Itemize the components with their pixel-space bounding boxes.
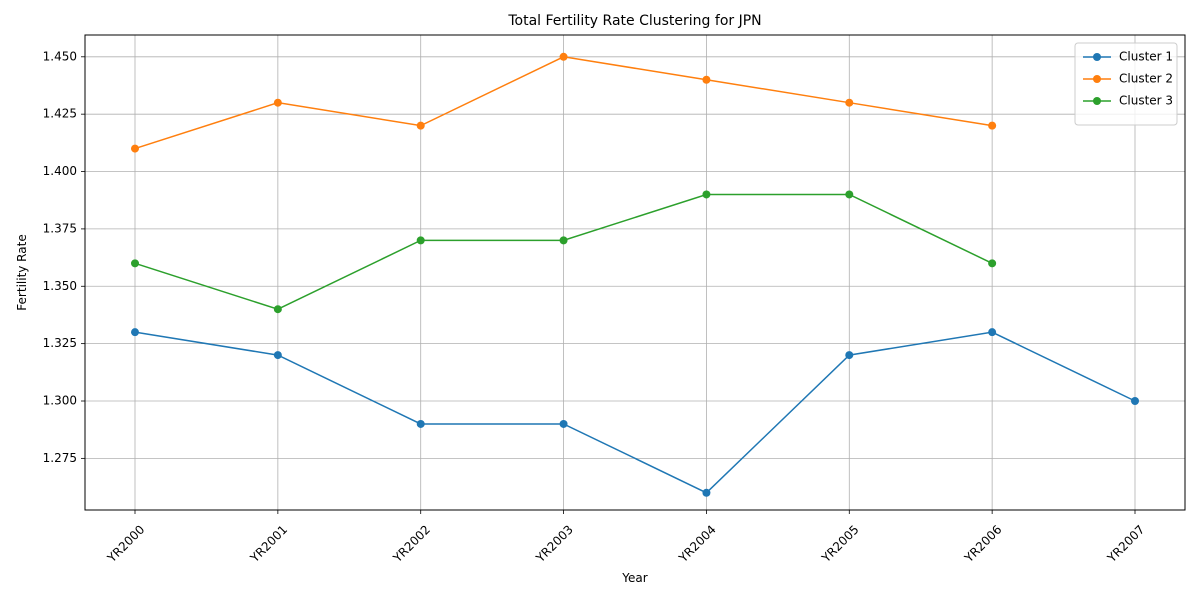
data-point — [988, 328, 997, 337]
legend-label: Cluster 1 — [1119, 50, 1173, 64]
series-line — [134, 331, 1136, 494]
legend: Cluster 1 Cluster 2 Cluster 3 — [1074, 42, 1178, 126]
data-point — [131, 328, 139, 337]
data-point — [988, 121, 997, 130]
data-point — [131, 259, 139, 268]
plot-frame — [84, 34, 1186, 511]
legend-marker — [1093, 53, 1101, 61]
series-layer — [131, 52, 1139, 497]
data-point — [845, 351, 854, 360]
data-point — [131, 144, 139, 153]
data-point — [416, 121, 425, 130]
legend-label: Cluster 3 — [1119, 94, 1173, 108]
data-point — [559, 236, 568, 245]
y-tick-label: 1.275 — [43, 451, 77, 465]
data-point — [988, 259, 997, 268]
legend-box — [1074, 42, 1178, 126]
y-axis-label: Fertility Rate — [15, 234, 29, 310]
legend-item: Cluster 1 — [1083, 50, 1173, 64]
legend-label: Cluster 2 — [1119, 72, 1173, 86]
data-point — [273, 351, 282, 360]
data-point — [702, 488, 711, 497]
data-point — [559, 52, 568, 61]
y-tick-label: 1.300 — [43, 394, 77, 408]
series-3 — [131, 190, 997, 314]
legend-item: Cluster 2 — [1083, 72, 1173, 86]
data-point — [845, 98, 854, 107]
series-2 — [131, 52, 997, 153]
legend-marker — [1093, 75, 1101, 83]
data-point — [559, 419, 568, 428]
y-tick-label: 1.375 — [43, 221, 77, 235]
chart-title: Total Fertility Rate Clustering for JPN — [507, 13, 761, 29]
data-point — [416, 236, 425, 245]
data-point — [702, 190, 711, 199]
y-tick-label: 1.400 — [43, 164, 77, 178]
y-tick-label: 1.325 — [43, 336, 77, 350]
data-point — [273, 305, 282, 314]
legend-item: Cluster 3 — [1083, 94, 1173, 108]
y-tick-label: 1.425 — [43, 107, 77, 121]
legend-marker — [1093, 97, 1101, 105]
series-1 — [131, 328, 1139, 497]
y-tick-label: 1.350 — [43, 279, 77, 293]
data-point — [845, 190, 854, 199]
data-point — [702, 75, 711, 84]
data-point — [273, 98, 282, 107]
data-point — [416, 419, 425, 428]
y-axis-ticks: 1.275 1.300 1.325 1.350 1.375 1.400 1.425 1.450 — [43, 49, 85, 465]
data-point — [1131, 397, 1139, 406]
x-axis-label: Year — [621, 571, 647, 585]
y-tick-label: 1.450 — [43, 49, 77, 63]
